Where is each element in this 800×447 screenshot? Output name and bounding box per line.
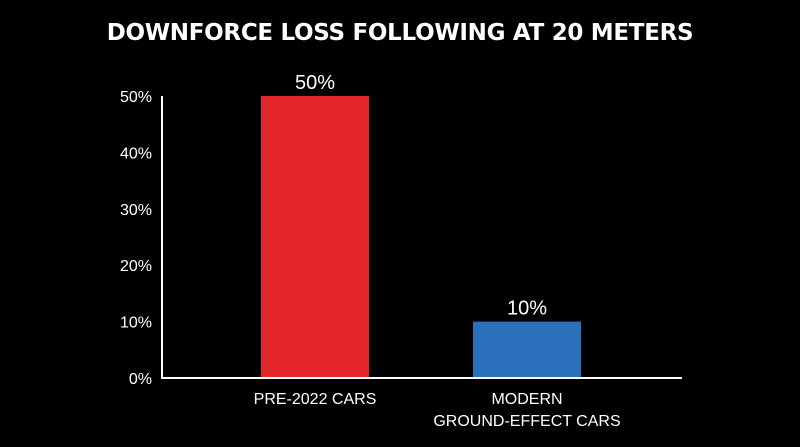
bars (261, 96, 581, 378)
x-category-label: MODERN (491, 391, 562, 408)
y-tick-label: 10% (120, 315, 152, 332)
bar (261, 96, 369, 378)
y-tick-label: 20% (120, 258, 152, 275)
x-axis-category-labels: PRE-2022 CARS MODERN GROUND-EFFECT CARS (254, 391, 621, 430)
bar-value-label: 50% (295, 72, 335, 94)
y-tick-label: 40% (120, 145, 152, 162)
y-tick-label: 30% (120, 202, 152, 219)
y-tick-label: 50% (120, 89, 152, 106)
bar-value-label: 10% (507, 298, 547, 320)
y-axis-ticks: 0% 10% 20% 30% 40% 50% (120, 89, 152, 388)
x-category-label: PRE-2022 CARS (254, 391, 377, 408)
y-tick-label: 0% (129, 371, 152, 388)
chart-title: DOWNFORCE LOSS FOLLOWING AT 20 METERS (106, 20, 694, 46)
data-labels: 50% 10% (295, 72, 547, 320)
x-category-label: GROUND-EFFECT CARS (433, 413, 620, 430)
bar (473, 321, 581, 378)
